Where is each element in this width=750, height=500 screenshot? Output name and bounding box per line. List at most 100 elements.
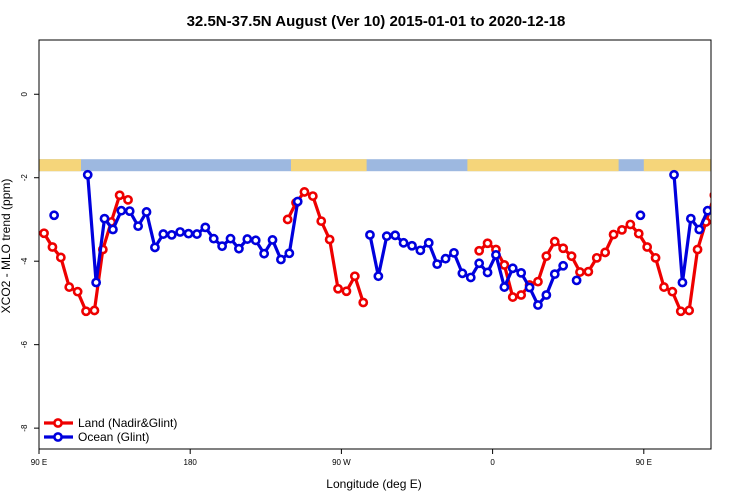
data-point — [625, 219, 636, 230]
data-point — [694, 224, 705, 235]
data-point — [549, 269, 560, 280]
land-strip-segment — [291, 159, 367, 172]
series-line — [286, 190, 365, 303]
data-point — [183, 228, 194, 239]
data-point — [600, 247, 611, 258]
data-point — [685, 213, 696, 224]
x-tick-label: 180 — [184, 458, 198, 467]
plot-frame — [38, 39, 712, 450]
y-tick-label: 0 — [20, 91, 29, 96]
data-point — [533, 300, 543, 310]
data-point — [499, 260, 510, 270]
data-point — [299, 187, 310, 197]
data-point — [124, 206, 135, 217]
data-point — [677, 277, 688, 288]
data-point — [541, 251, 552, 262]
x-tick-label: 90 E — [636, 458, 652, 467]
data-point — [333, 283, 343, 294]
data-point — [47, 242, 58, 252]
data-point — [549, 236, 560, 247]
data-point — [729, 208, 736, 215]
data-point — [349, 271, 360, 282]
data-point — [341, 286, 352, 297]
data-point — [158, 229, 169, 239]
data-point — [738, 244, 745, 251]
data-point — [440, 253, 451, 264]
data-point — [474, 245, 485, 256]
land-strip-segment — [39, 159, 81, 172]
data-point — [533, 276, 543, 287]
data-point — [307, 191, 318, 201]
data-point — [684, 305, 695, 316]
data-point — [114, 190, 125, 201]
data-point — [358, 297, 369, 308]
data-point — [667, 286, 678, 297]
data-point — [659, 282, 669, 292]
land-strip-segment — [467, 159, 619, 172]
series-0 — [39, 187, 711, 317]
data-point — [242, 234, 253, 244]
y-axis: 0 -2 -4 -6 -8 — [20, 91, 39, 432]
data-point — [721, 223, 728, 230]
data-point — [449, 247, 459, 258]
data-point — [524, 282, 535, 293]
data-point — [398, 237, 409, 248]
data-point — [381, 231, 392, 242]
data-point — [566, 251, 577, 262]
data-point — [583, 266, 594, 277]
data-point — [39, 228, 49, 239]
data-point — [507, 292, 518, 302]
y-tick-label: -6 — [20, 341, 29, 349]
data-point — [150, 242, 160, 253]
legend-label: Land (Nadir&Glint) — [78, 416, 177, 430]
x-tick-label: 90 E — [31, 458, 47, 467]
data-point — [692, 244, 703, 255]
data-point — [234, 243, 244, 254]
series-line — [672, 174, 711, 285]
data-point — [99, 213, 110, 224]
data-point — [407, 240, 417, 251]
land-strip-segment — [643, 159, 711, 172]
data-point — [284, 248, 295, 259]
data-point — [474, 258, 485, 269]
data-point — [217, 241, 228, 252]
data-point — [558, 260, 569, 271]
data-point — [282, 214, 293, 225]
data-point — [457, 268, 468, 279]
data-point — [250, 235, 261, 246]
data-point — [108, 224, 118, 235]
data-point — [712, 208, 719, 215]
data-point — [465, 272, 476, 283]
y-tick-label: -4 — [20, 257, 29, 265]
data-point — [267, 235, 278, 245]
data-point — [507, 263, 518, 274]
data-point — [558, 243, 569, 254]
data-point — [432, 259, 443, 270]
data-point — [208, 233, 219, 244]
data-point — [276, 254, 286, 265]
data-point — [175, 227, 186, 237]
legend-swatch-marker — [53, 418, 63, 428]
data-point — [89, 305, 100, 316]
data-point — [141, 207, 152, 217]
data-point — [650, 252, 661, 263]
data-point — [423, 237, 434, 248]
data-point — [259, 248, 270, 259]
data-point — [292, 196, 303, 207]
data-point — [491, 250, 501, 260]
data-point — [702, 205, 711, 216]
data-point — [669, 169, 679, 180]
data-point — [116, 205, 127, 216]
y-tick-label: -8 — [20, 424, 29, 432]
data-point — [633, 228, 644, 239]
data-point — [91, 277, 102, 288]
data-point — [200, 222, 211, 233]
x-tick-label: 0 — [490, 458, 495, 467]
data-point — [635, 210, 646, 221]
data-point — [591, 252, 602, 263]
data-point — [64, 282, 75, 292]
data-point — [166, 230, 177, 240]
x-axis-label: Longitude (deg E) — [326, 477, 421, 491]
